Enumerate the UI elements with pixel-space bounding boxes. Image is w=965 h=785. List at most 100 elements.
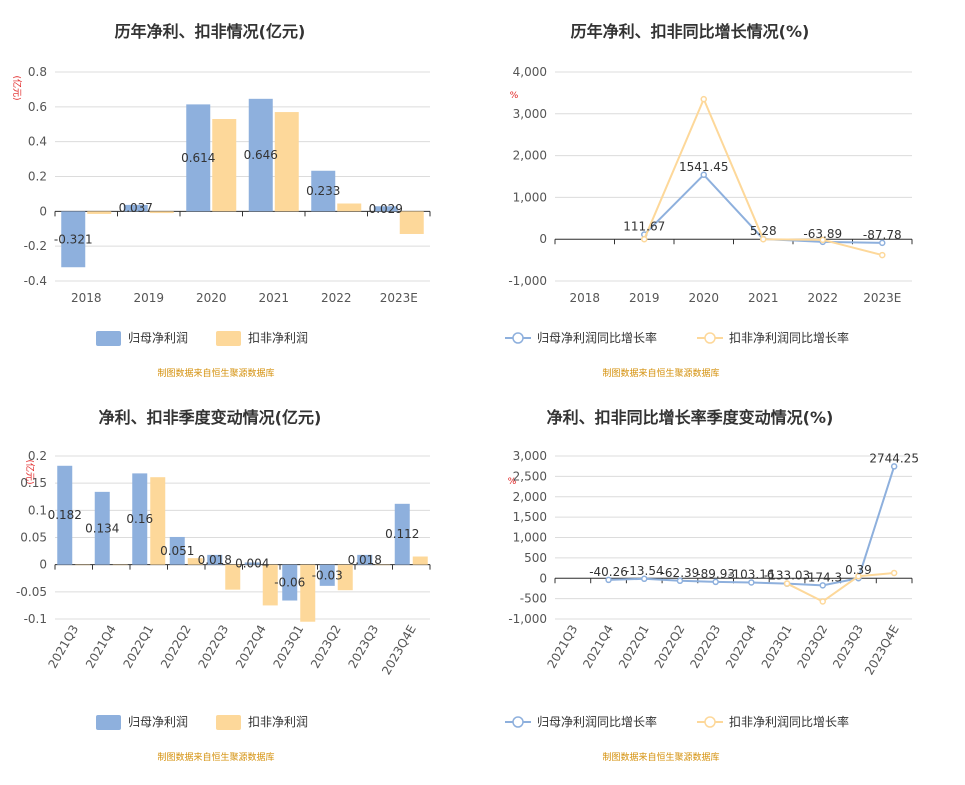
y-tick-label: 4,000 (513, 65, 547, 79)
data-label: 1541.45 (679, 160, 729, 174)
source-note: 制图数据来自恒生聚源数据库 (602, 751, 719, 763)
chart-title: 历年净利、扣非情况(亿元) (115, 22, 306, 41)
chart-title: 净利、扣非季度变动情况(亿元) (99, 408, 322, 427)
x-tick-label: 2022Q1 (616, 623, 652, 671)
x-tick-label: 2022Q4 (233, 623, 269, 671)
legend-marker (512, 332, 524, 344)
series-point (855, 572, 862, 580)
x-tick-label: 2023Q4E (862, 623, 902, 678)
data-label: 0.037 (119, 201, 153, 215)
legend-swatch (216, 715, 241, 730)
bar-net-profit (207, 554, 223, 565)
bar-deducted-profit (274, 112, 299, 212)
x-tick-label: 2019 (133, 291, 164, 305)
x-tick-label: 2022Q2 (158, 623, 194, 671)
x-tick-label: 2022 (807, 291, 838, 305)
x-tick-label: 2022Q3 (687, 623, 723, 671)
y-tick-label: 0.2 (28, 449, 47, 463)
data-label: 0.004 (235, 557, 269, 571)
series-point (641, 235, 648, 243)
data-label: -0.06 (274, 576, 305, 590)
data-label: -0.321 (54, 232, 93, 246)
x-tick-label: 2020 (196, 291, 227, 305)
x-tick-label: 2021Q3 (545, 623, 581, 671)
x-tick-label: 2020 (688, 291, 719, 305)
y-tick-label: 0.8 (28, 65, 47, 79)
x-tick-label: 2023E (380, 291, 418, 305)
y-tick-label: 0 (539, 232, 547, 246)
y-tick-label: 3,000 (513, 449, 547, 463)
bar-deducted-profit (412, 556, 428, 565)
bar-net-profit (394, 503, 410, 565)
bar-net-profit (244, 562, 260, 565)
series-point (605, 576, 612, 584)
bar-net-profit (94, 491, 110, 565)
legend-marker (512, 716, 524, 728)
legend-label: 归母净利润 (128, 715, 188, 729)
x-tick-label: 2018 (71, 291, 102, 305)
x-tick-label: 2022Q4 (723, 623, 759, 671)
data-label: 0.112 (385, 527, 419, 541)
x-tick-label: 2023Q3 (830, 623, 866, 671)
x-tick-label: 2023Q3 (345, 623, 381, 671)
data-label: -13.54 (625, 564, 664, 578)
series-point (712, 578, 719, 586)
y-tick-label: -1,000 (508, 274, 547, 288)
y-tick-label: 2,500 (513, 469, 547, 483)
bar-deducted-profit (300, 564, 316, 622)
data-label: 0.029 (369, 202, 403, 216)
bar-deducted-profit (112, 564, 128, 566)
y-unit-label: (亿元) (24, 459, 36, 484)
y-tick-label: 0.4 (28, 135, 47, 149)
data-label: -89.93 (696, 567, 735, 581)
y-tick-label: 0 (39, 558, 47, 572)
legend-swatch (216, 331, 241, 346)
x-tick-label: 2023Q4E (379, 623, 419, 678)
bar-deducted-profit (187, 558, 203, 565)
legend-label: 扣非净利润 (248, 715, 308, 729)
bar-deducted-profit (262, 564, 278, 606)
y-tick-label: 2,000 (513, 490, 547, 504)
bar-net-profit (169, 536, 185, 565)
quarterly-growth-line-chart: 净利、扣非同比增长率季度变动情况(%)% 3,000 2,500 2,000 1,500… (505, 408, 919, 763)
series-point (700, 95, 707, 103)
y-tick-label: 1,000 (513, 190, 547, 204)
series-point (760, 235, 767, 243)
y-tick-label: -1,000 (508, 612, 547, 626)
data-label: -0.03 (312, 568, 343, 582)
data-label: 0.134 (85, 521, 119, 535)
legend-label: 扣非净利润同比增长率 (729, 714, 849, 729)
data-label: 0.018 (198, 553, 232, 567)
bar-net-profit (123, 204, 148, 212)
legend-swatch (96, 715, 121, 730)
bar-net-profit (357, 554, 373, 565)
data-label: 0.614 (181, 151, 215, 165)
y-tick-label: 0.2 (28, 170, 47, 184)
data-label: -174.3 (803, 570, 842, 584)
data-label: -63.89 (803, 227, 842, 241)
x-tick-label: 2022Q2 (652, 623, 688, 671)
series-point (783, 580, 791, 587)
data-label: -62.39 (661, 566, 700, 580)
x-tick-label: 2023Q2 (794, 623, 830, 671)
y-tick-label: -0.4 (24, 274, 47, 288)
y-tick-label: 0.15 (20, 476, 47, 490)
annual-growth-line-chart: 历年净利、扣非同比增长情况(%)% 4,000 3,000 2,000 1,000 0 -1… (505, 22, 913, 379)
data-label: -133.03 (764, 569, 810, 583)
bar-net-profit (319, 564, 335, 586)
x-tick-label: 2023Q2 (308, 623, 344, 671)
chart-title: 净利、扣非同比增长率季度变动情况(%) (547, 408, 834, 427)
x-tick-label: 2021Q4 (83, 623, 119, 671)
series-point (890, 463, 898, 470)
data-label: 0.182 (48, 508, 82, 522)
bar-net-profit (373, 206, 398, 212)
series-point (748, 579, 755, 586)
series-point (700, 171, 707, 179)
legend-label: 归母净利润 (128, 331, 188, 345)
bar-deducted-profit (150, 477, 166, 565)
y-tick-label: 1,000 (513, 531, 547, 545)
source-note: 制图数据来自恒生聚源数据库 (602, 367, 719, 379)
bar-deducted-profit (75, 564, 91, 566)
bar-net-profit (282, 564, 298, 601)
